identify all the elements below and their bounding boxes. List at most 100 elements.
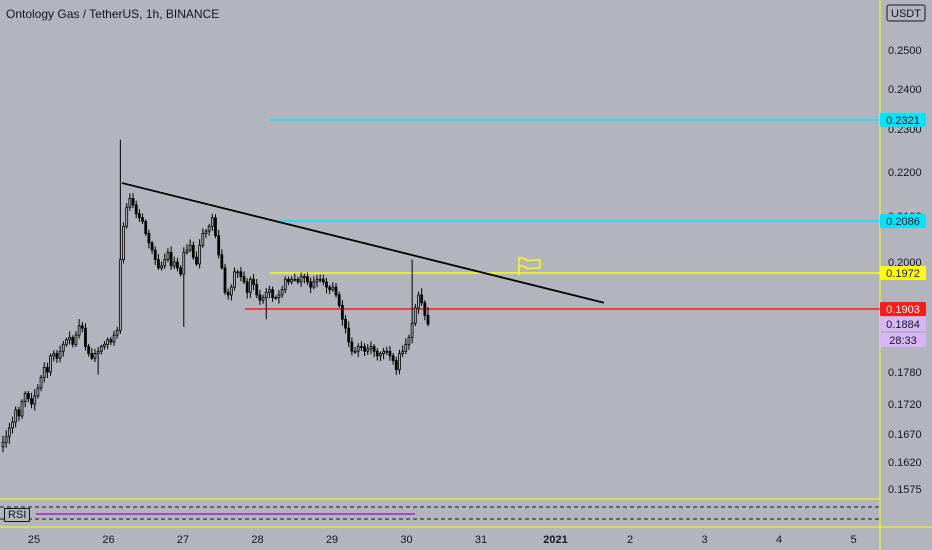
candle: [344, 314, 347, 334]
candle: [315, 274, 319, 288]
candle: [242, 271, 246, 285]
candle: [185, 244, 189, 255]
time-tick-label: 2021: [543, 534, 567, 546]
candle: [372, 344, 376, 358]
candle: [312, 276, 316, 290]
candle: [274, 295, 278, 300]
candle: [112, 330, 116, 346]
candle: [325, 277, 328, 294]
time-tick-label: 31: [475, 534, 487, 546]
candle: [245, 278, 249, 299]
candle: [49, 353, 52, 376]
candle: [268, 285, 271, 299]
candle: [255, 279, 259, 299]
descending-trendline[interactable]: [121, 182, 605, 304]
candle: [141, 213, 144, 224]
candle: [350, 337, 354, 356]
candle: [106, 337, 110, 350]
svg-text:0.2086: 0.2086: [886, 216, 920, 228]
candle: [331, 282, 335, 292]
candle: [172, 256, 176, 270]
candle: [306, 272, 309, 286]
candle: [55, 350, 59, 363]
time-tick-label: 4: [776, 534, 782, 546]
price-tick-label: 0.1620: [888, 457, 922, 469]
candle: [23, 391, 27, 408]
candle: [52, 350, 56, 362]
candle: [84, 322, 87, 351]
price-tag: 0.1884: [880, 317, 926, 331]
candle: [147, 229, 151, 249]
time-tick-label: 28: [251, 534, 263, 546]
candle: [337, 291, 341, 308]
candle: [17, 406, 21, 422]
candle: [42, 362, 46, 383]
candle: [271, 286, 274, 302]
candle: [360, 341, 363, 351]
candle: [280, 286, 284, 298]
candle: [293, 273, 297, 282]
time-tick-label: 25: [28, 534, 40, 546]
candle: [363, 343, 366, 357]
candle: [328, 284, 332, 295]
svg-text:0.1972: 0.1972: [886, 268, 920, 280]
candle: [210, 213, 214, 231]
candle: [258, 289, 262, 305]
price-tick-label: 0.1720: [888, 399, 922, 411]
candle: [115, 326, 119, 339]
candle: [163, 253, 167, 270]
price-tick-label: 0.1670: [888, 429, 922, 441]
time-tick-label: 2: [627, 534, 633, 546]
candle: [4, 430, 8, 448]
time-tick-label: 27: [177, 534, 189, 546]
candle: [410, 259, 414, 344]
svg-text:0.1903: 0.1903: [886, 304, 920, 316]
candle: [283, 276, 287, 294]
svg-text:0.2321: 0.2321: [886, 115, 920, 127]
candle: [11, 416, 14, 434]
horizontal-levels: [245, 119, 880, 310]
time-axis[interactable]: 25 26 27 28 29 30 31 2021 2 3 4 5: [28, 534, 857, 546]
candle: [58, 345, 62, 363]
candle: [68, 331, 71, 345]
currency-button[interactable]: USDT: [886, 4, 926, 22]
candles-layer: [1, 139, 430, 453]
candle: [417, 291, 420, 314]
trendline-layer: [121, 182, 605, 304]
candle: [334, 282, 338, 298]
price-tag: 0.1972: [880, 266, 926, 280]
price-tick-label: 0.2500: [888, 45, 922, 57]
candle: [99, 344, 103, 355]
candle: [118, 139, 122, 334]
candle: [30, 392, 33, 409]
candle: [61, 340, 65, 357]
candle: [388, 345, 392, 361]
candle: [71, 335, 75, 348]
time-tick-label: 3: [701, 534, 707, 546]
candle: [309, 277, 313, 294]
price-tag: 0.1903: [880, 302, 926, 316]
candle: [87, 343, 91, 357]
candle: [229, 284, 233, 301]
currency-label: USDT: [891, 8, 921, 20]
candle: [153, 246, 157, 265]
candle: [366, 344, 370, 355]
candle: [176, 257, 179, 272]
candle: [413, 303, 417, 327]
candle: [299, 272, 303, 287]
candle: [401, 345, 405, 358]
candle: [122, 222, 125, 264]
candle: [296, 276, 300, 285]
candle: [204, 228, 208, 239]
candle: [223, 263, 227, 295]
candle: [109, 336, 113, 346]
candle: [207, 223, 211, 236]
candle: [398, 349, 401, 375]
time-tick-label: 30: [400, 534, 412, 546]
candle: [188, 239, 192, 253]
rsi-indicator-label[interactable]: RSI: [4, 508, 31, 522]
price-tick-label: 0.1780: [888, 367, 922, 379]
candle: [201, 228, 205, 248]
candle: [302, 273, 306, 284]
